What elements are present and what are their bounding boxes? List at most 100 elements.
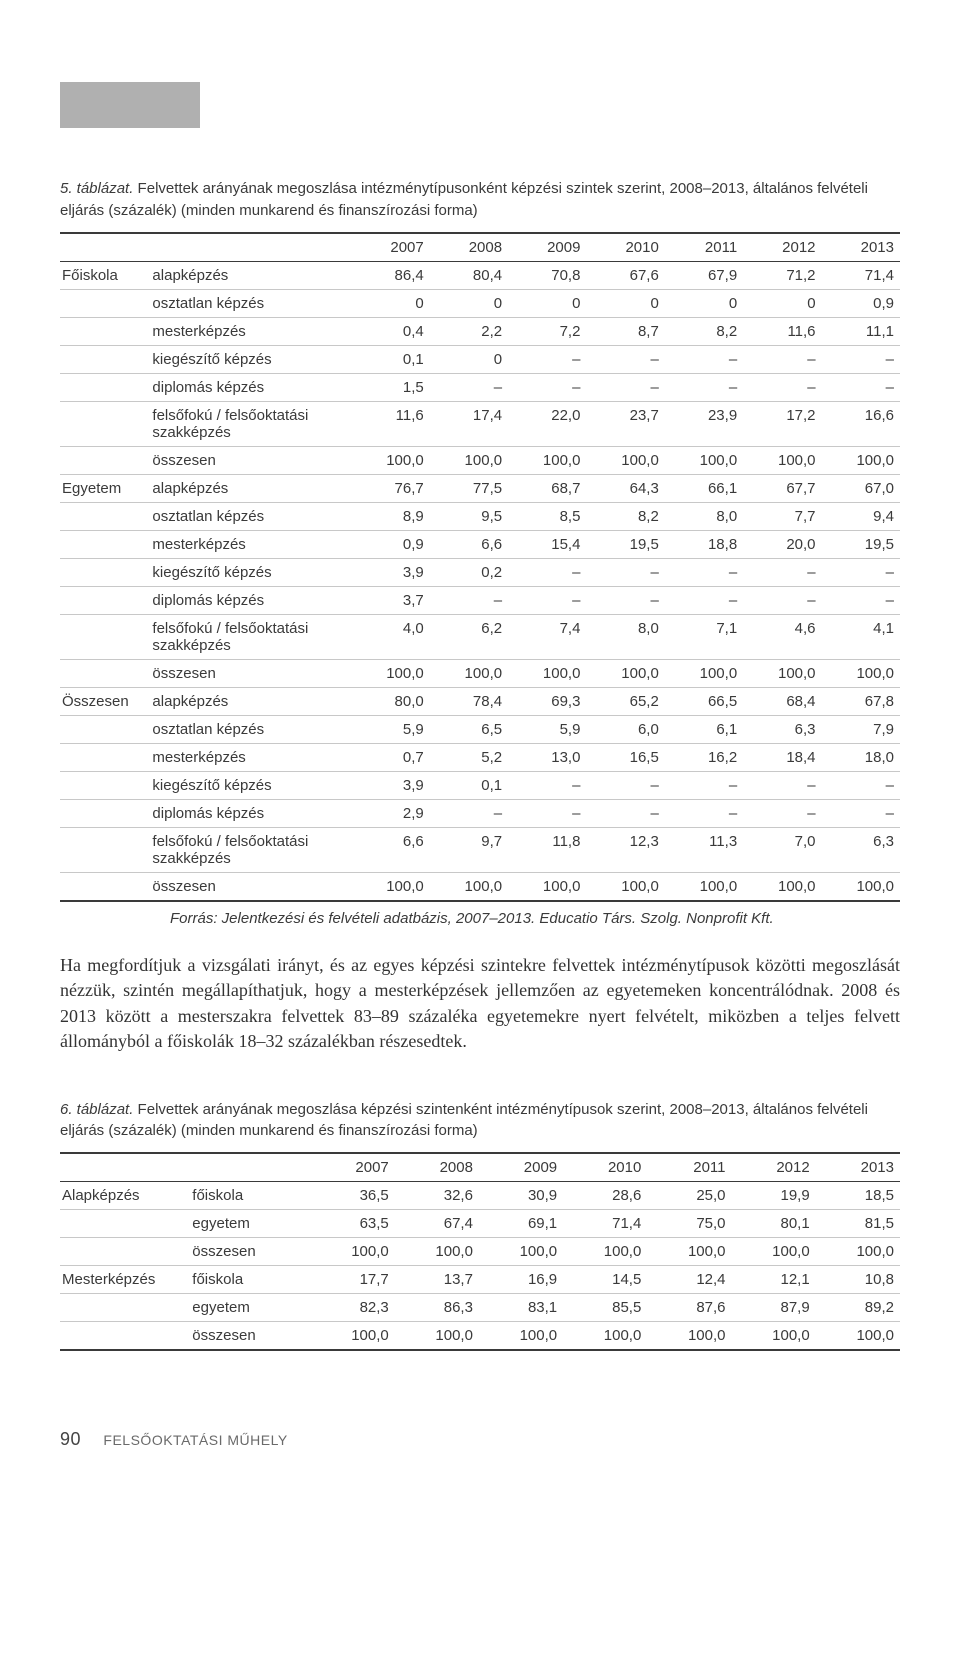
cell-value: 100,0 [665,446,743,474]
cell-value: 3,7 [351,586,429,614]
group-label: Mesterképzés [60,1266,190,1294]
cell-value: 100,0 [743,446,821,474]
cell-value: 28,6 [563,1182,647,1210]
cell-value: – [586,771,664,799]
cell-value: 11,6 [351,401,429,446]
cell-value: 100,0 [822,659,900,687]
table5-year: 2009 [508,233,586,262]
row-label: felsőfokú / felsőoktatási szakképzés [150,827,351,872]
cell-value: 0,2 [430,558,508,586]
cell-value: 0 [430,289,508,317]
cell-value: 71,4 [822,261,900,289]
cell-value: 100,0 [479,1322,563,1351]
table5-year: 2011 [665,233,743,262]
cell-value: 100,0 [351,872,429,901]
cell-value: 100,0 [508,872,586,901]
cell-value: 100,0 [822,446,900,474]
cell-value: 86,3 [395,1294,479,1322]
table6-year: 2012 [732,1153,816,1182]
cell-value: 14,5 [563,1266,647,1294]
cell-value: 80,0 [351,687,429,715]
cell-value: 0,1 [430,771,508,799]
cell-value: 8,7 [586,317,664,345]
cell-value: 0 [743,289,821,317]
cell-value: 0 [508,289,586,317]
cell-value: 81,5 [816,1210,900,1238]
group-label [60,502,150,530]
cell-value: 16,2 [665,743,743,771]
cell-value: 75,0 [647,1210,731,1238]
row-label: alapképzés [150,687,351,715]
group-label [60,401,150,446]
cell-value: 6,5 [430,715,508,743]
cell-value: 7,1 [665,614,743,659]
cell-value: 16,6 [822,401,900,446]
cell-value: 13,7 [395,1266,479,1294]
cell-value: 15,4 [508,530,586,558]
cell-value: – [743,558,821,586]
table5-caption: 5. táblázat. Felvettek arányának megoszl… [60,178,900,222]
cell-value: 4,6 [743,614,821,659]
table-row: felsőfokú / felsőoktatási szakképzés11,6… [60,401,900,446]
cell-value: 71,2 [743,261,821,289]
table5: 2007 2008 2009 2010 2011 2012 2013 Főisk… [60,232,900,902]
cell-value: 86,4 [351,261,429,289]
cell-value: 100,0 [311,1238,395,1266]
table-row: osztatlan képzés5,96,55,96,06,16,37,9 [60,715,900,743]
cell-value: 100,0 [665,659,743,687]
row-label: egyetem [190,1294,310,1322]
cell-value: 63,5 [311,1210,395,1238]
group-label [60,1322,190,1351]
cell-value: 100,0 [586,659,664,687]
cell-value: 67,8 [822,687,900,715]
table5-header-row: 2007 2008 2009 2010 2011 2012 2013 [60,233,900,262]
cell-value: 100,0 [430,659,508,687]
table-row: diplomás képzés1,5–––––– [60,373,900,401]
row-label: kiegészítő képzés [150,771,351,799]
row-label: osztatlan képzés [150,502,351,530]
table-row: Mesterképzésfőiskola17,713,716,914,512,4… [60,1266,900,1294]
cell-value: – [665,373,743,401]
cell-value: 0 [665,289,743,317]
cell-value: – [430,799,508,827]
table-row: mesterképzés0,42,27,28,78,211,611,1 [60,317,900,345]
group-label [60,373,150,401]
cell-value: 100,0 [732,1322,816,1351]
cell-value: 66,5 [665,687,743,715]
header-mark [60,82,200,128]
cell-value: 32,6 [395,1182,479,1210]
group-label: Alapképzés [60,1182,190,1210]
table5-year: 2007 [351,233,429,262]
group-label [60,827,150,872]
cell-value: 25,0 [647,1182,731,1210]
cell-value: 76,7 [351,474,429,502]
cell-value: 30,9 [479,1182,563,1210]
group-label [60,771,150,799]
table-row: összesen100,0100,0100,0100,0100,0100,010… [60,446,900,474]
cell-value: – [508,771,586,799]
table-row: összesen100,0100,0100,0100,0100,0100,010… [60,1238,900,1266]
table-row: Összesenalapképzés80,078,469,365,266,568… [60,687,900,715]
cell-value: – [822,373,900,401]
cell-value: 8,9 [351,502,429,530]
table-row: mesterképzés0,96,615,419,518,820,019,5 [60,530,900,558]
cell-value: – [743,345,821,373]
cell-value: 69,1 [479,1210,563,1238]
cell-value: 6,2 [430,614,508,659]
cell-value: 11,8 [508,827,586,872]
cell-value: – [822,586,900,614]
cell-value: 18,0 [822,743,900,771]
cell-value: 85,5 [563,1294,647,1322]
cell-value: 12,4 [647,1266,731,1294]
cell-value: 6,6 [351,827,429,872]
table6-caption: 6. táblázat. Felvettek arányának megoszl… [60,1099,900,1143]
cell-value: 100,0 [816,1238,900,1266]
table6-caption-lead: 6. táblázat. [60,1101,133,1118]
table-row: összesen100,0100,0100,0100,0100,0100,010… [60,659,900,687]
row-label: kiegészítő képzés [150,345,351,373]
cell-value: 100,0 [647,1322,731,1351]
row-label: osztatlan képzés [150,715,351,743]
group-label: Egyetem [60,474,150,502]
group-label [60,317,150,345]
cell-value: 0 [351,289,429,317]
